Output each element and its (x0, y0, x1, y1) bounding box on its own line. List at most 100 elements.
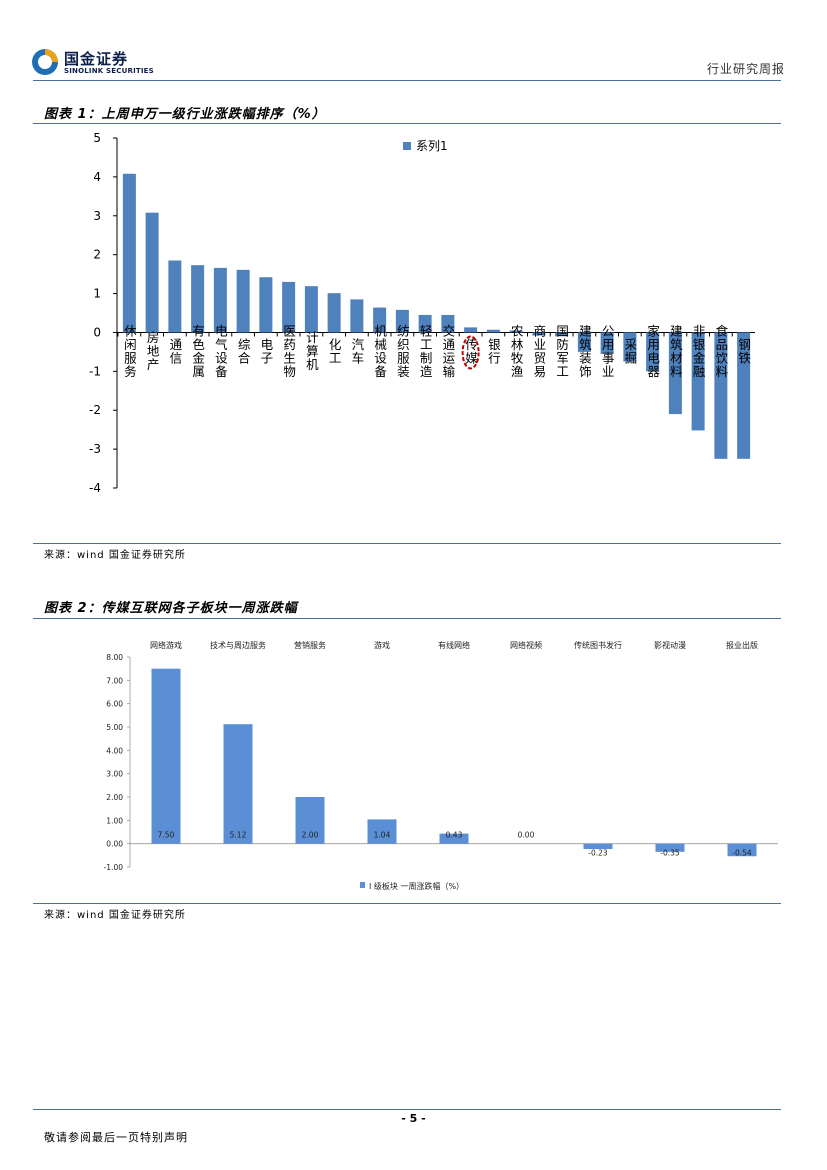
chart1-category-label: 采掘 (622, 338, 637, 365)
chart2-y-tick-label: 0.00 (106, 840, 123, 849)
chart1-category-label: 非银金融 (691, 324, 706, 378)
chart1-category-label: 传媒 (463, 337, 478, 365)
chart2-category-label: 影视动漫 (654, 640, 686, 650)
chart2-value-label: 0.00 (518, 831, 535, 840)
chart2-legend-swatch (360, 882, 365, 888)
page-number: - 5 - (401, 1112, 426, 1125)
chart1-category-label: 休闲服务 (122, 324, 137, 378)
chart1-y-tick-label: -4 (89, 481, 101, 495)
chart1-bar-24 (646, 332, 660, 372)
chart2-y-tick-label: 8.00 (106, 653, 123, 662)
chart2-category-label: 营销服务 (294, 640, 326, 650)
chart1-category-label: 汽车 (349, 337, 364, 365)
chart1-bar-11 (350, 299, 364, 333)
chart1-category-label: 化工 (327, 338, 342, 365)
chart2-y-tick-label: 6.00 (106, 700, 123, 709)
chart1-category-label: 国防军工 (554, 324, 569, 378)
chart2-category-label: 网络视频 (510, 640, 542, 650)
chart1-bar-23 (623, 332, 637, 362)
chart2-value-label: 0.43 (446, 831, 463, 840)
chart1-category-label: 钢铁 (736, 338, 751, 365)
chart1-category-label: 银行 (486, 338, 501, 365)
logo-chinese-name: 国金证券 (64, 50, 129, 68)
chart1-y-tick-label: -1 (89, 364, 101, 378)
chart2-y-tick-label: 4.00 (106, 746, 123, 755)
chart1-category-label: 医药生物 (281, 324, 296, 378)
chart2-bar-5 (439, 833, 469, 844)
chart1-category-label: 轻工制造 (418, 324, 433, 378)
chart1-category-label: 纺织服装 (395, 324, 410, 378)
chart1-bar-8 (282, 281, 296, 333)
chart2-y-tick-label: 7.00 (106, 676, 123, 685)
disclaimer: 敬请参阅最后一页特别声明 (44, 1131, 188, 1144)
chart1-y-tick-label: -2 (89, 403, 101, 417)
chart1-category-label: 公用事业 (600, 324, 615, 378)
chart1-category-label: 机械设备 (372, 324, 387, 378)
chart2-bar-8 (655, 843, 685, 852)
chart2-legend-label: I 级板块 一周涨跌幅（%） (369, 881, 464, 891)
chart1-y-tick-label: 4 (93, 170, 101, 184)
chart2-bar-1 (151, 668, 181, 844)
chart1-bar-14 (418, 314, 432, 333)
chart1-category-label: 农林牧渔 (509, 324, 524, 378)
chart1-legend-swatch (403, 142, 411, 150)
chart2-bar-7 (583, 843, 613, 850)
chart1-legend-label: 系列1 (416, 139, 448, 153)
figure1-bottom-rule (33, 543, 781, 544)
chart1-bar-10 (327, 293, 341, 333)
chart1-category-label: 通信 (167, 338, 182, 365)
chart2-category-label: 游戏 (374, 640, 390, 650)
chart1-bar-27 (714, 332, 728, 459)
chart2-value-label: 1.04 (374, 831, 391, 840)
logo-english-name: SINOLINK SECURITIES (64, 67, 154, 75)
figure2-top-rule (33, 618, 781, 619)
chart1-category-label: 食品饮料 (713, 323, 728, 378)
chart2-bar-2 (223, 724, 253, 844)
figure2-source: 来源：wind 国金证券研究所 (44, 910, 186, 921)
chart1-bar-22 (600, 332, 614, 354)
chart2-bar-4 (367, 819, 397, 844)
chart1-y-tick-label: -3 (89, 442, 101, 456)
chart2-category-label: 报业出版 (726, 640, 758, 650)
chart2-media-subsector-returns: -1.00 0.00 1.00 2.00 3.00 4.00 5.00 6.00 7.00 8.0… (104, 640, 778, 891)
chart1-category-label: 商业贸易 (531, 323, 546, 378)
chart1-bar-5 (213, 267, 227, 333)
chart1-bar-20 (555, 332, 569, 337)
chart1-bar-19 (532, 332, 546, 336)
chart1-bar-17 (486, 329, 500, 333)
chart2-y-tick-label: 1.00 (106, 816, 123, 825)
chart2-value-label: -0.35 (660, 849, 680, 858)
figure1-top-rule (33, 123, 781, 124)
chart1-industry-returns: -4 -3 -2 -1 0 1 2 3 4 5 休闲服务 房地产 通信 有色金属 电气设备 综合 电子 医药生物计… (89, 131, 755, 495)
chart1-category-label: 电气设备 (213, 324, 228, 378)
chart1-bar-1 (122, 173, 136, 333)
chart1-bar-28 (737, 332, 751, 459)
chart1-bar-18 (509, 330, 523, 333)
chart2-category-label: 传统图书发行 (574, 640, 622, 650)
chart1-bar-6 (236, 269, 250, 333)
chart2-value-label: 2.00 (302, 831, 319, 840)
report-type: 行业研究周报 (706, 62, 785, 76)
chart1-y-tick-label: 0 (93, 325, 101, 339)
chart1-y-tick-label: 1 (93, 287, 101, 301)
chart1-bar-3 (168, 260, 182, 333)
chart1-bar-21 (577, 332, 591, 352)
chart2-y-tick-label: -1.00 (104, 863, 124, 872)
sinolink-logo-icon (32, 49, 58, 75)
chart1-category-label: 家用电器 (645, 323, 660, 378)
chart1-bar-26 (691, 332, 705, 431)
chart1-bar-4 (191, 265, 205, 333)
footer-divider (33, 1109, 781, 1110)
chart2-value-label: -0.23 (588, 849, 608, 858)
chart1-bar-13 (395, 309, 409, 333)
chart2-bar-3 (295, 797, 325, 844)
figure2-bottom-rule (33, 903, 781, 904)
chart2-value-label: 7.50 (158, 831, 175, 840)
chart1-y-tick-label: 3 (93, 209, 101, 223)
chart1-bar-7 (259, 277, 273, 333)
chart1-bar-25 (668, 332, 682, 415)
chart2-category-label: 技术与周边服务 (210, 640, 266, 650)
chart1-category-label: 交通运输 (440, 323, 455, 378)
figure1-source: 来源：wind 国金证券研究所 (44, 550, 186, 561)
chart1-bar-16 (464, 327, 478, 333)
